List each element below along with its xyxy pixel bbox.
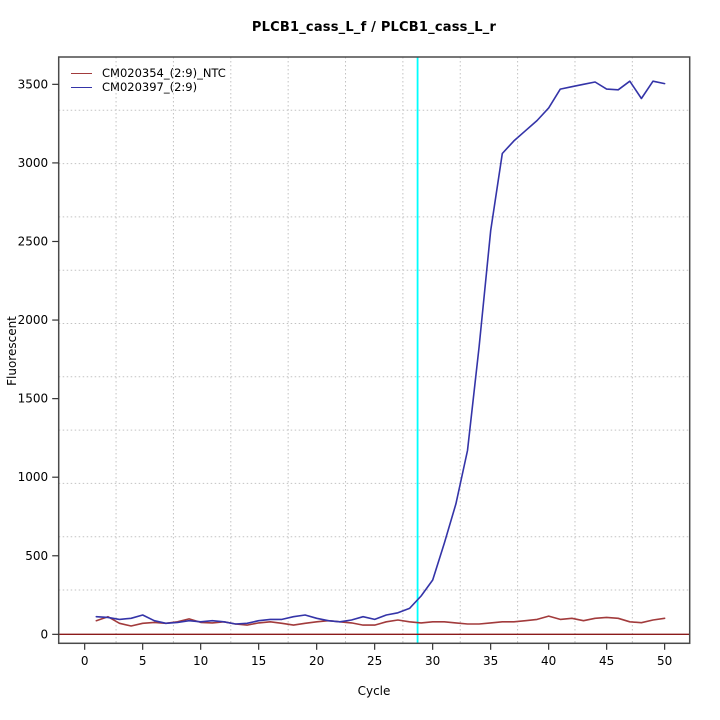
x-axis-tick-label: 5 [139, 654, 147, 668]
y-axis-tick-label: 2500 [18, 234, 49, 248]
x-axis-tick-label: 25 [367, 654, 382, 668]
y-axis-tick-label: 3000 [18, 156, 49, 170]
y-axis-tick-label: 2000 [18, 313, 49, 327]
chart-title: PLCB1_cass_L_f / PLCB1_cass_L_r [251, 20, 497, 35]
y-axis-tick-label: 500 [25, 549, 48, 563]
x-axis-tick-label: 15 [251, 654, 266, 668]
x-axis-tick-label: 10 [193, 654, 208, 668]
y-axis-tick-label: 1000 [18, 470, 49, 484]
x-axis-tick-label: 45 [599, 654, 614, 668]
plot-box [57, 56, 691, 645]
legend-label-ntc: CM020354_(2:9)_NTC [102, 66, 226, 80]
y-axis-tick-label: 3500 [18, 77, 49, 91]
legend-label-sample: CM020397_(2:9) [102, 80, 198, 94]
x-axis-tick-label: 0 [81, 654, 89, 668]
x-axis-tick-label: 40 [541, 654, 556, 668]
x-axis-tick-label: 30 [425, 654, 440, 668]
y-axis-tick-label: 1500 [18, 392, 49, 406]
legend-line-sample-ntc [71, 72, 92, 74]
x-axis-tick-label: 35 [483, 654, 498, 668]
legend-line-sample [71, 86, 92, 88]
legend-item-ntc: CM020354_(2:9)_NTC [71, 66, 226, 80]
amplification-curve [95, 80, 666, 625]
legend: CM020354_(2:9)_NTC CM020397_(2:9) [71, 66, 226, 94]
x-axis-tick-label: 20 [309, 654, 324, 668]
x-axis-label: Cycle [357, 684, 391, 698]
x-axis-tick-label: 50 [657, 654, 672, 668]
ntc-curve [95, 615, 666, 627]
legend-item-sample: CM020397_(2:9) [71, 80, 226, 94]
y-axis-tick-label: 0 [41, 627, 49, 641]
